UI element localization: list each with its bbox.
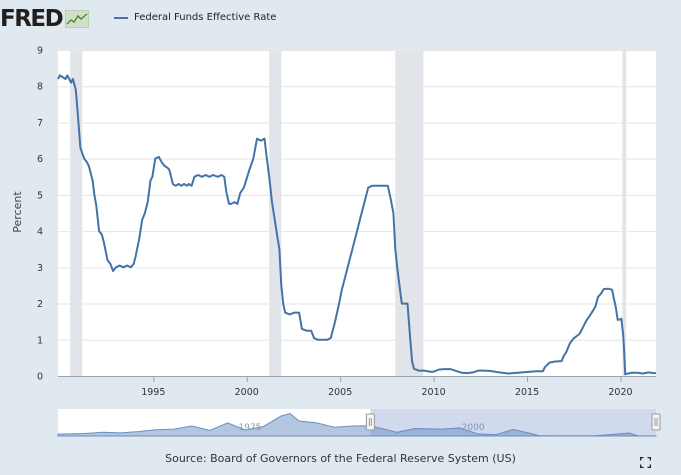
recession-band (622, 50, 627, 376)
y-tick-label: 7 (37, 118, 43, 129)
navigator-tick-label: 2000 (462, 423, 485, 433)
sparkline-icon (65, 10, 90, 28)
y-tick-label: 1 (37, 335, 43, 346)
fullscreen-icon[interactable] (640, 457, 651, 468)
x-tick-label: 1995 (141, 387, 165, 398)
navigator-handle-left[interactable] (365, 413, 375, 431)
fred-logo[interactable]: FRED (0, 6, 90, 32)
navigator-selection[interactable] (370, 409, 656, 436)
x-tick-label: 2010 (422, 387, 446, 398)
y-tick-label: 3 (37, 263, 43, 274)
plot-background (58, 50, 656, 376)
y-tick-label: 2 (37, 299, 43, 310)
y-tick-label: 5 (37, 190, 43, 201)
legend-swatch (114, 16, 128, 19)
handle-grip[interactable] (651, 413, 661, 431)
navigator-handle-right[interactable] (651, 413, 661, 431)
x-tick-label: 2005 (328, 387, 352, 398)
navigator[interactable]: 1975 2000 (57, 409, 661, 437)
navigator-overview-area (57, 412, 657, 437)
y-tick-label: 8 (37, 82, 43, 93)
y-tick-label: 6 (37, 154, 43, 165)
chart-legend[interactable]: Federal Funds Effective Rate (114, 12, 276, 23)
x-tick-label: 2015 (515, 387, 539, 398)
x-tick-label: 2020 (608, 387, 632, 398)
x-tick-label: 2000 (235, 387, 259, 398)
y-tick-label: 9 (37, 46, 43, 57)
recession-band (269, 50, 282, 376)
logo-text: FRED (0, 6, 64, 32)
y-tick-label: 0 (37, 372, 43, 383)
legend-label: Federal Funds Effective Rate (134, 12, 277, 23)
source-note: Source: Board of Governors of the Federa… (165, 452, 516, 465)
series-line (57, 74, 656, 376)
navigator-tick-label: 1975 (239, 423, 262, 433)
y-tick-label: 4 (37, 227, 43, 238)
chart-area: 0 1 2 3 4 5 6 7 8 9 1995 2000 2005 2010 2015 2020 1975… (37, 46, 661, 437)
handle-grip[interactable] (365, 413, 375, 431)
